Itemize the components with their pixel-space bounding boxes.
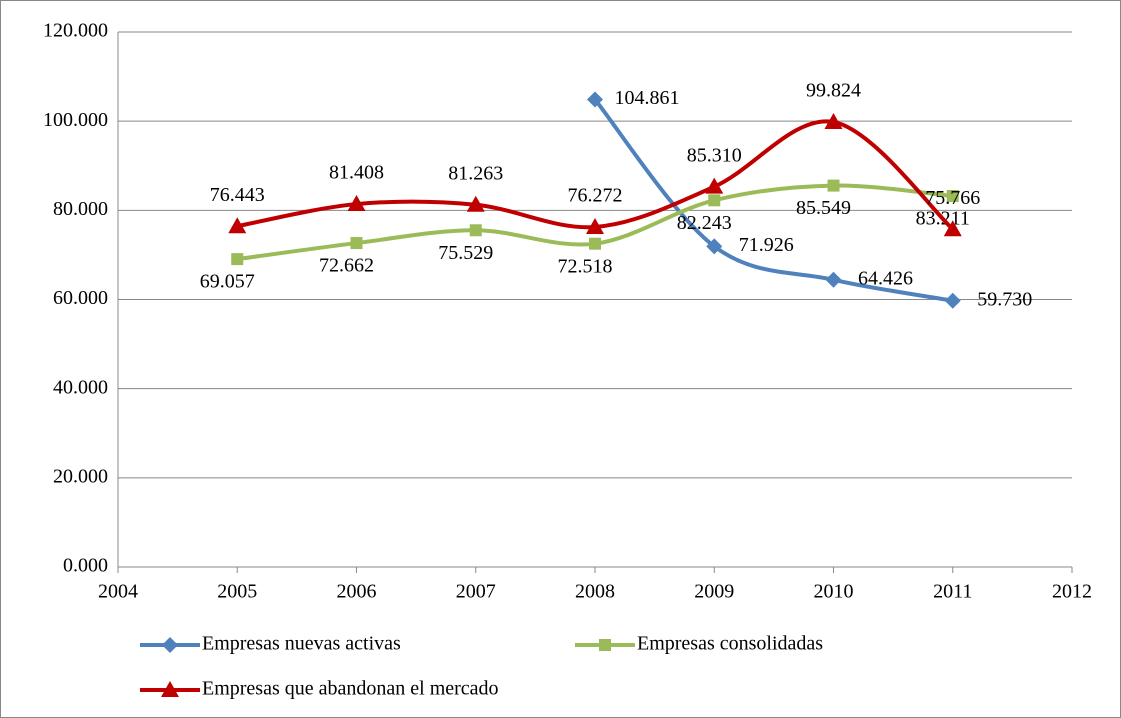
data-label: 75.529: [438, 242, 493, 264]
data-label: 81.263: [448, 162, 503, 184]
x-tick-label: 2007: [456, 581, 496, 603]
marker: [706, 238, 723, 255]
marker: [161, 681, 179, 697]
data-label: 59.730: [977, 288, 1032, 310]
data-label: 76.443: [210, 184, 265, 206]
x-tick-label: 2004: [98, 581, 138, 603]
legend-label: Empresas consolidadas: [637, 633, 823, 655]
y-tick-label: 120.000: [43, 20, 108, 42]
x-tick-label: 2008: [575, 581, 615, 603]
marker: [347, 195, 366, 212]
legend-label: Empresas que abandonan el mercado: [202, 678, 499, 700]
x-tick-label: 2010: [814, 581, 854, 603]
legend-label: Empresas nuevas activas: [202, 633, 401, 655]
marker: [586, 217, 604, 234]
data-label: 81.408: [329, 162, 384, 184]
marker: [599, 639, 611, 651]
data-label: 76.272: [568, 185, 623, 207]
marker: [469, 224, 482, 237]
y-tick-label: 60.000: [53, 287, 108, 309]
marker: [825, 271, 842, 288]
y-tick-label: 0.000: [63, 555, 108, 577]
data-label: 82.243: [677, 212, 732, 234]
y-tick-label: 40.000: [53, 376, 108, 398]
data-label: 75.766: [925, 187, 980, 209]
data-label: 85.549: [796, 197, 851, 219]
marker: [228, 217, 247, 234]
data-label: 64.426: [858, 267, 913, 289]
y-tick-label: 100.000: [43, 109, 108, 131]
marker: [705, 177, 724, 194]
data-label: 99.824: [806, 80, 861, 102]
marker: [708, 194, 721, 207]
marker: [827, 179, 840, 192]
marker: [946, 190, 959, 203]
data-label: 69.057: [200, 271, 255, 293]
marker: [587, 91, 603, 108]
x-tick-label: 2012: [1052, 581, 1092, 603]
x-tick-label: 2006: [337, 581, 377, 603]
marker: [466, 195, 485, 212]
marker: [231, 253, 244, 266]
y-tick-label: 80.000: [53, 198, 108, 220]
marker: [589, 237, 601, 250]
marker: [943, 220, 962, 237]
marker: [944, 292, 961, 309]
data-label: 71.926: [739, 234, 794, 256]
data-label: 72.518: [558, 255, 613, 277]
x-tick-label: 2011: [933, 581, 972, 603]
data-label: 72.662: [319, 255, 374, 277]
series-line: [593, 98, 954, 303]
marker: [824, 112, 843, 129]
y-tick-label: 20.000: [53, 465, 108, 487]
x-tick-label: 2005: [217, 581, 257, 603]
marker: [350, 237, 363, 250]
data-label: 85.310: [687, 144, 742, 166]
data-label: 104.861: [615, 87, 680, 109]
x-tick-label: 2009: [694, 581, 734, 603]
marker: [162, 637, 178, 653]
